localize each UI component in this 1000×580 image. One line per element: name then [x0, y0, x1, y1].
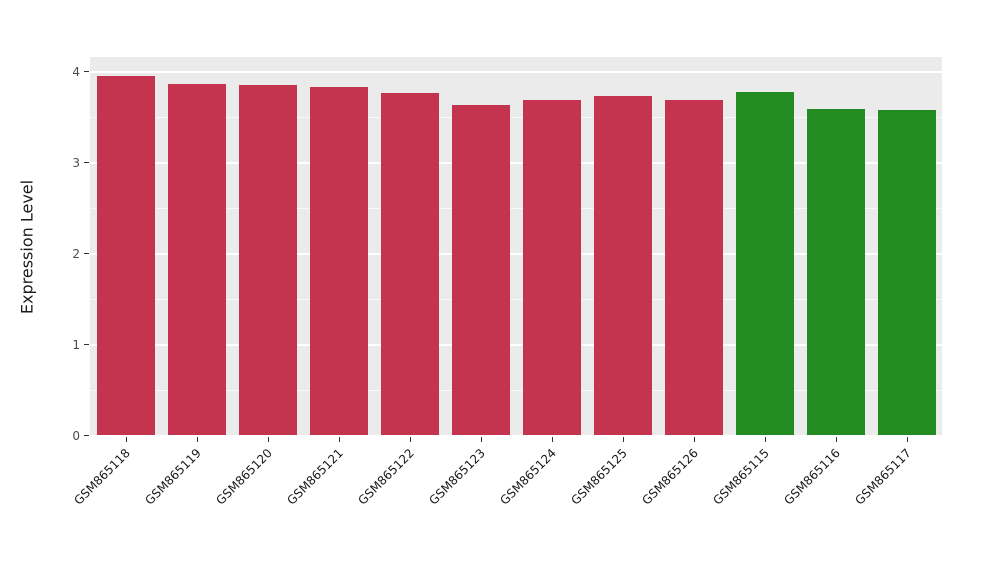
x-tick-mark — [693, 437, 695, 442]
y-tick-mark — [84, 253, 89, 254]
y-tick-label: 4 — [72, 65, 80, 79]
y-tick-mark — [84, 344, 89, 345]
x-tick-mark — [480, 437, 482, 442]
y-axis-title: Expression Level — [17, 179, 37, 315]
x-tick-mark — [409, 437, 411, 442]
bar-GSM865121 — [309, 87, 368, 435]
bar-GSM865120 — [238, 84, 297, 435]
x-tick-mark — [906, 437, 908, 442]
x-tick-mark — [622, 437, 624, 442]
bar-GSM865116 — [806, 109, 865, 435]
bar-GSM865124 — [522, 100, 581, 435]
bar-GSM865115 — [735, 91, 794, 435]
bar-GSM865119 — [167, 83, 226, 435]
gridline-major — [90, 162, 942, 164]
y-tick-mark — [84, 71, 89, 72]
bar-GSM865126 — [664, 100, 723, 435]
gridline-minor — [90, 298, 942, 300]
x-tick-mark — [764, 437, 766, 442]
bar-GSM865118 — [96, 75, 155, 435]
bar-GSM865122 — [380, 92, 439, 435]
gridline-minor — [90, 116, 942, 118]
y-tick-mark — [84, 435, 89, 436]
y-tick-label: 1 — [72, 338, 80, 352]
gridline-minor — [90, 207, 942, 209]
y-tick-label: 2 — [72, 247, 80, 261]
x-tick-mark — [338, 437, 340, 442]
y-tick-mark — [84, 162, 89, 163]
gridline-major — [90, 435, 942, 437]
gridline-major — [90, 344, 942, 346]
bar-GSM865117 — [877, 110, 936, 435]
x-tick-mark — [125, 437, 127, 442]
x-tick-mark — [551, 437, 553, 442]
x-tick-mark — [196, 437, 198, 442]
gridline-major — [90, 253, 942, 255]
x-tick-mark — [835, 437, 837, 442]
gridline-minor — [90, 389, 942, 391]
y-tick-label: 3 — [72, 156, 80, 170]
bar-GSM865125 — [593, 96, 652, 435]
bar-GSM865123 — [451, 104, 510, 435]
plot-panel — [90, 57, 942, 437]
y-tick-label: 0 — [72, 429, 80, 443]
gridline-major — [90, 71, 942, 73]
x-tick-mark — [267, 437, 269, 442]
